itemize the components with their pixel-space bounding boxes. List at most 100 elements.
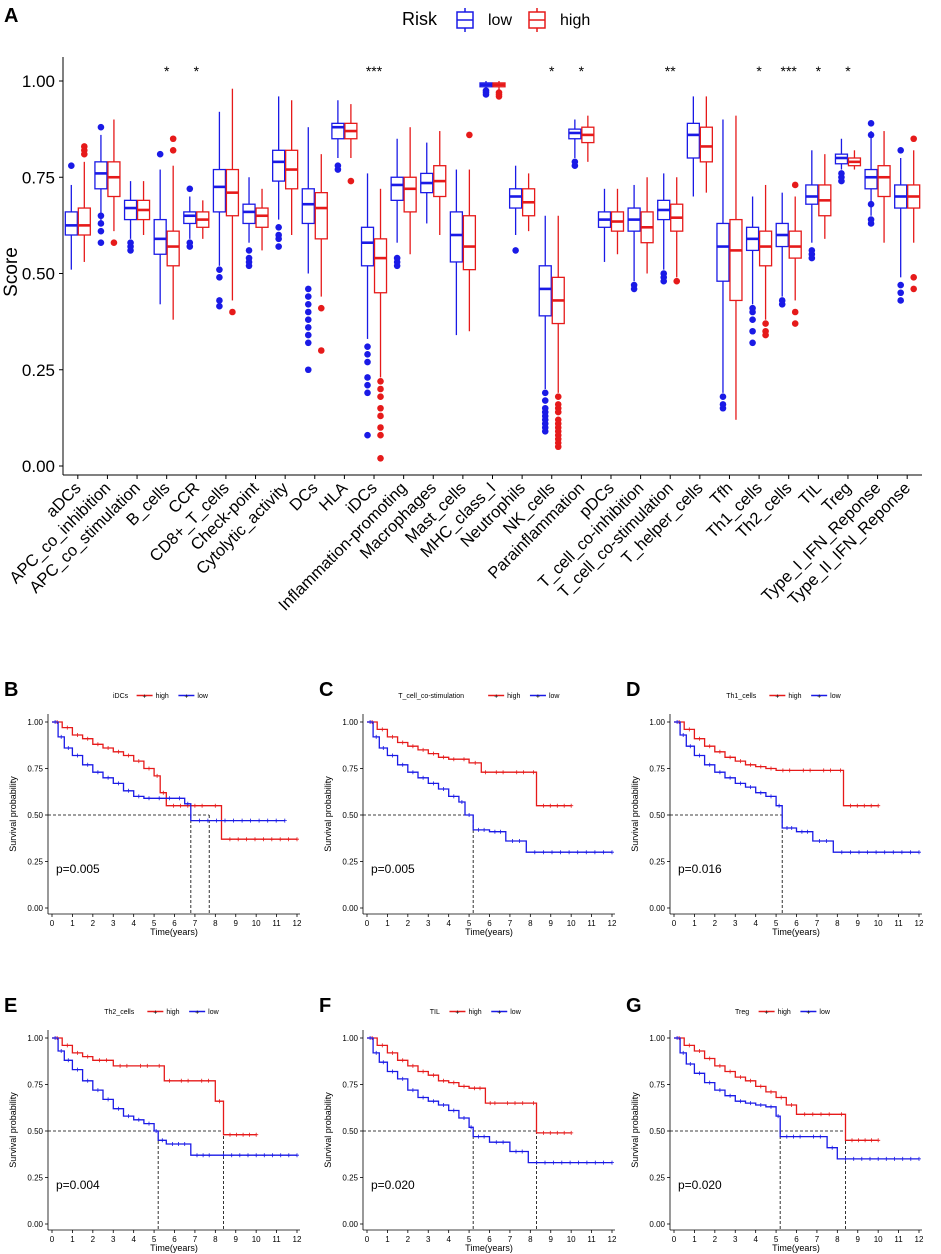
km-legend-label-low: low — [830, 693, 841, 700]
km-y-tick-label: 0.75 — [27, 1081, 43, 1090]
km-censor-mark — [431, 781, 436, 786]
km-legend-label-low: low — [197, 693, 208, 700]
km-legend-cross-low: + — [806, 1010, 810, 1017]
km-censor-mark — [246, 1153, 250, 1158]
outlier-point — [169, 147, 177, 154]
km-y-tick-label: 0.25 — [649, 858, 665, 867]
outlier-point — [897, 281, 904, 289]
outlier-point — [334, 166, 342, 173]
km-censor-mark — [170, 1142, 175, 1146]
km-censor-mark — [697, 736, 702, 741]
outlier-point — [304, 339, 312, 347]
km-legend-label-low: low — [208, 1009, 219, 1016]
km-censor-mark — [892, 1156, 897, 1161]
km-x-tick-label: 11 — [272, 1235, 281, 1244]
km-censor-mark — [514, 1149, 518, 1154]
km-censor-mark — [514, 770, 519, 775]
km-x-tick-label: 2 — [713, 919, 718, 928]
km-censor-mark — [510, 839, 515, 843]
km-censor-mark — [248, 818, 253, 823]
km-censor-mark — [576, 1160, 581, 1165]
km-censor-mark — [779, 1095, 784, 1100]
box-low-aDCs — [64, 162, 78, 270]
km-legend: T_cell_co-stimulation + high + low — [398, 693, 560, 701]
km-censor-mark — [839, 1112, 844, 1117]
outlier-point — [245, 262, 253, 270]
box-body — [390, 176, 404, 202]
survival-panel-d: D Th1_cells + high + low 0.00 0.25 0.50 0.75 1.00 0… — [626, 679, 924, 937]
box-low-HLA — [331, 100, 345, 173]
box-high-Parainflammation — [581, 115, 595, 162]
outlier-point — [377, 412, 384, 420]
significance-mark: ** — [665, 63, 676, 79]
outlier-point — [749, 316, 756, 324]
km-censor-mark — [828, 768, 833, 773]
outlier-point — [364, 374, 371, 381]
outlier-point — [304, 316, 312, 324]
km-censor-mark — [75, 1067, 80, 1072]
y-tick-label: 0.00 — [22, 457, 55, 476]
significance-mark: * — [816, 63, 822, 79]
km-censor-mark — [541, 803, 546, 808]
km-legend-cross-high: + — [455, 1010, 459, 1017]
km-censor-mark — [819, 1112, 823, 1117]
km-censor-mark — [147, 796, 151, 801]
km-censor-mark — [295, 1153, 299, 1158]
km-censor-mark — [758, 1084, 763, 1089]
km-x-tick-label: 7 — [508, 1235, 513, 1244]
box-high-MHC_class_I — [492, 81, 506, 100]
km-p-value: p=0.004 — [56, 1178, 100, 1192]
km-x-tick-label: 1 — [70, 1235, 75, 1244]
km-censor-mark — [856, 1138, 861, 1143]
km-x-tick-label: 5 — [467, 919, 472, 928]
box-low-Tfh — [716, 119, 730, 412]
km-x-tick-label: 0 — [672, 919, 677, 928]
km-censor-mark — [410, 1063, 415, 1068]
box-low-Macrophages — [420, 142, 434, 224]
km-censor-mark — [850, 1138, 854, 1143]
km-censor-mark — [738, 759, 743, 764]
outlier-point — [377, 393, 384, 401]
km-censor-mark — [517, 839, 522, 843]
km-censor-mark — [688, 744, 693, 749]
km-censor-mark — [118, 1063, 123, 1068]
km-x-tick-label: 0 — [50, 1235, 55, 1244]
km-x-tick-label: 1 — [385, 919, 390, 928]
km-x-tick-label: 11 — [587, 919, 596, 928]
km-censor-mark — [182, 1142, 187, 1146]
box-low-iDCs — [360, 173, 375, 439]
outlier-point — [749, 339, 756, 347]
km-x-tick-label: 6 — [172, 1235, 177, 1244]
outlier-point — [304, 293, 312, 300]
km-censor-mark — [784, 1134, 789, 1139]
box-low-T_cell_co-inhibition — [627, 184, 641, 293]
km-censor-mark — [85, 1078, 90, 1083]
box-body — [360, 226, 375, 267]
km-y-tick-label: 0.50 — [342, 1127, 358, 1136]
km-censor-mark — [758, 1103, 763, 1107]
outlier-point — [749, 308, 756, 316]
outlier-point — [156, 150, 164, 158]
km-censor-mark — [171, 803, 176, 808]
km-censor-mark — [811, 1134, 816, 1139]
outlier-point — [81, 143, 88, 150]
outlier-point — [186, 185, 194, 193]
km-censor-mark — [97, 1058, 102, 1063]
outlier-point — [660, 277, 668, 285]
box-body — [272, 149, 286, 182]
km-censor-mark — [862, 803, 867, 808]
km-censor-mark — [827, 1112, 832, 1117]
km-legend-cross-low: + — [536, 694, 540, 701]
km-censor-mark — [717, 749, 722, 754]
km-legend-title: Th2_cells — [104, 1009, 134, 1016]
km-censor-mark — [610, 850, 614, 855]
km-censor-mark — [492, 829, 497, 834]
km-x-tick-label: 9 — [234, 919, 239, 928]
km-y-tick-label: 1.00 — [342, 1034, 358, 1043]
box-high-Check-point — [255, 188, 269, 251]
km-legend: Th1_cells + high + low — [726, 693, 841, 701]
km-censor-mark — [199, 1078, 204, 1083]
km-censor-mark — [161, 790, 166, 795]
box-high-Th2_cells — [788, 181, 802, 327]
y-tick-label: 0.25 — [22, 361, 55, 380]
